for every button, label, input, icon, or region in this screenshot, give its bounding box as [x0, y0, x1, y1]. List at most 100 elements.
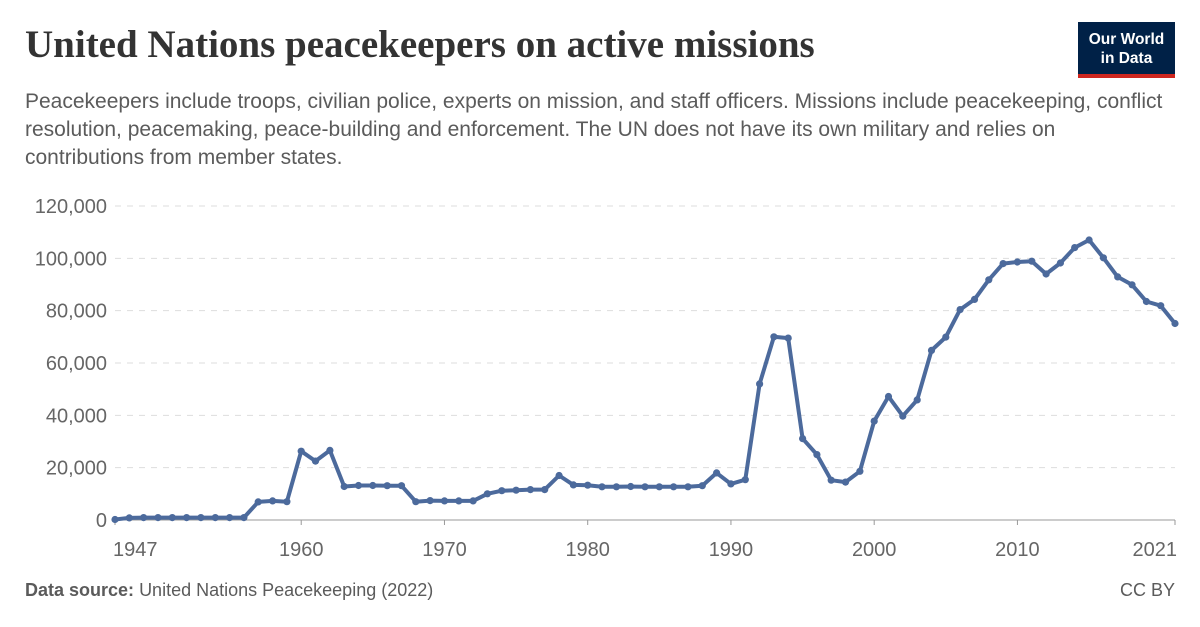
line-chart: 020,00040,00060,00080,000100,000120,000 … — [35, 196, 1179, 560]
license-label[interactable]: CC BY — [1119, 580, 1175, 600]
data-point[interactable] — [942, 333, 950, 341]
data-point[interactable] — [111, 515, 119, 524]
data-point[interactable] — [1157, 302, 1165, 310]
data-point[interactable] — [970, 295, 979, 303]
data-point[interactable] — [1142, 297, 1150, 306]
data-point[interactable] — [1128, 281, 1136, 289]
x-tick-label: 2010 — [995, 539, 1040, 560]
data-point[interactable] — [598, 483, 606, 491]
data-point[interactable] — [183, 514, 191, 522]
data-point[interactable] — [770, 333, 778, 341]
data-point[interactable] — [813, 451, 821, 459]
data-point[interactable] — [426, 497, 434, 505]
data-point[interactable] — [154, 514, 162, 522]
series-layer — [111, 236, 1179, 524]
y-axis: 0 20,000 40,000 60,000 80,000 100,000 120,000 — [35, 196, 107, 532]
data-point[interactable] — [383, 482, 391, 490]
x-tick-label: 1990 — [709, 539, 754, 560]
data-point[interactable] — [756, 380, 764, 388]
data-point[interactable] — [412, 498, 420, 506]
data-point[interactable] — [541, 486, 549, 494]
data-point[interactable] — [498, 487, 506, 495]
y-tick-label: 0 — [96, 510, 107, 532]
data-point[interactable] — [1013, 258, 1022, 266]
data-point[interactable] — [741, 476, 749, 484]
x-tick-label: 1970 — [422, 539, 467, 560]
data-point[interactable] — [1085, 236, 1093, 244]
data-point[interactable] — [784, 334, 792, 342]
data-source-text[interactable]: United Nations Peacekeeping (2022) — [139, 580, 434, 600]
data-point[interactable] — [1114, 273, 1122, 281]
data-point[interactable] — [841, 478, 850, 486]
data-point[interactable] — [455, 497, 463, 505]
logo-line-1: Our World — [1088, 31, 1165, 48]
data-point[interactable] — [698, 482, 706, 490]
data-point[interactable] — [254, 498, 262, 506]
data-point[interactable] — [985, 276, 993, 284]
series-line[interactable] — [113, 238, 1177, 522]
data-point[interactable] — [641, 483, 649, 491]
data-point[interactable] — [526, 486, 535, 494]
data-point[interactable] — [211, 514, 219, 522]
data-point[interactable] — [884, 392, 893, 401]
data-point[interactable] — [369, 481, 377, 490]
data-point[interactable] — [684, 483, 692, 491]
data-point[interactable] — [197, 514, 205, 522]
data-point[interactable] — [283, 498, 291, 506]
x-tick-label: 2021 — [1133, 539, 1178, 560]
data-point[interactable] — [655, 483, 663, 491]
data-point[interactable] — [956, 306, 964, 314]
data-point[interactable] — [512, 486, 520, 494]
data-point[interactable] — [469, 497, 477, 505]
data-point[interactable] — [397, 482, 406, 490]
data-point[interactable] — [226, 514, 234, 522]
logo-line-2: in Data — [1100, 50, 1153, 67]
x-tick-label: 1980 — [565, 539, 610, 560]
y-tick-label: 60,000 — [46, 353, 107, 375]
data-point[interactable] — [827, 476, 835, 484]
y-tick-label: 20,000 — [46, 458, 107, 480]
data-point[interactable] — [555, 471, 563, 480]
chart-title: United Nations peacekeepers on active mi… — [25, 23, 815, 66]
data-point[interactable] — [1171, 319, 1179, 328]
owid-logo[interactable]: Our World in Data — [1078, 22, 1175, 78]
data-point[interactable] — [913, 396, 921, 404]
data-point[interactable] — [125, 514, 133, 522]
data-point[interactable] — [140, 514, 148, 522]
data-point[interactable] — [1028, 257, 1036, 265]
data-point[interactable] — [1099, 254, 1107, 262]
data-point[interactable] — [168, 514, 176, 522]
x-tick-label: 1947 — [113, 539, 158, 560]
data-point[interactable] — [1056, 259, 1064, 267]
data-point[interactable] — [999, 260, 1007, 268]
data-point[interactable] — [799, 435, 807, 443]
data-point[interactable] — [1071, 244, 1079, 252]
data-point[interactable] — [584, 481, 592, 489]
data-point[interactable] — [340, 482, 348, 491]
data-point[interactable] — [927, 346, 936, 354]
data-point[interactable] — [311, 457, 320, 465]
data-point[interactable] — [856, 467, 864, 475]
data-point[interactable] — [240, 514, 248, 522]
data-point[interactable] — [713, 469, 721, 477]
data-point[interactable] — [899, 412, 907, 420]
data-point[interactable] — [326, 446, 334, 454]
data-point[interactable] — [627, 482, 635, 491]
data-point[interactable] — [1042, 270, 1050, 278]
chart-subtitle: Peacekeepers include troops, civilian po… — [25, 90, 1163, 169]
data-point[interactable] — [483, 490, 491, 498]
data-point[interactable] — [269, 497, 277, 505]
data-point[interactable] — [870, 417, 878, 425]
y-tick-label: 100,000 — [35, 248, 107, 270]
x-axis: 1947 1960 1970 1980 1990 2000 2010 2021 — [113, 520, 1177, 560]
data-point[interactable] — [670, 483, 678, 491]
y-tick-label: 40,000 — [46, 405, 107, 427]
data-point[interactable] — [354, 481, 363, 490]
data-point[interactable] — [440, 497, 449, 505]
data-point[interactable] — [727, 480, 735, 488]
data-source-label: Data source: — [25, 580, 135, 600]
data-point[interactable] — [569, 481, 578, 489]
y-tick-label: 120,000 — [35, 196, 107, 218]
data-point[interactable] — [297, 447, 305, 455]
data-point[interactable] — [612, 483, 621, 491]
